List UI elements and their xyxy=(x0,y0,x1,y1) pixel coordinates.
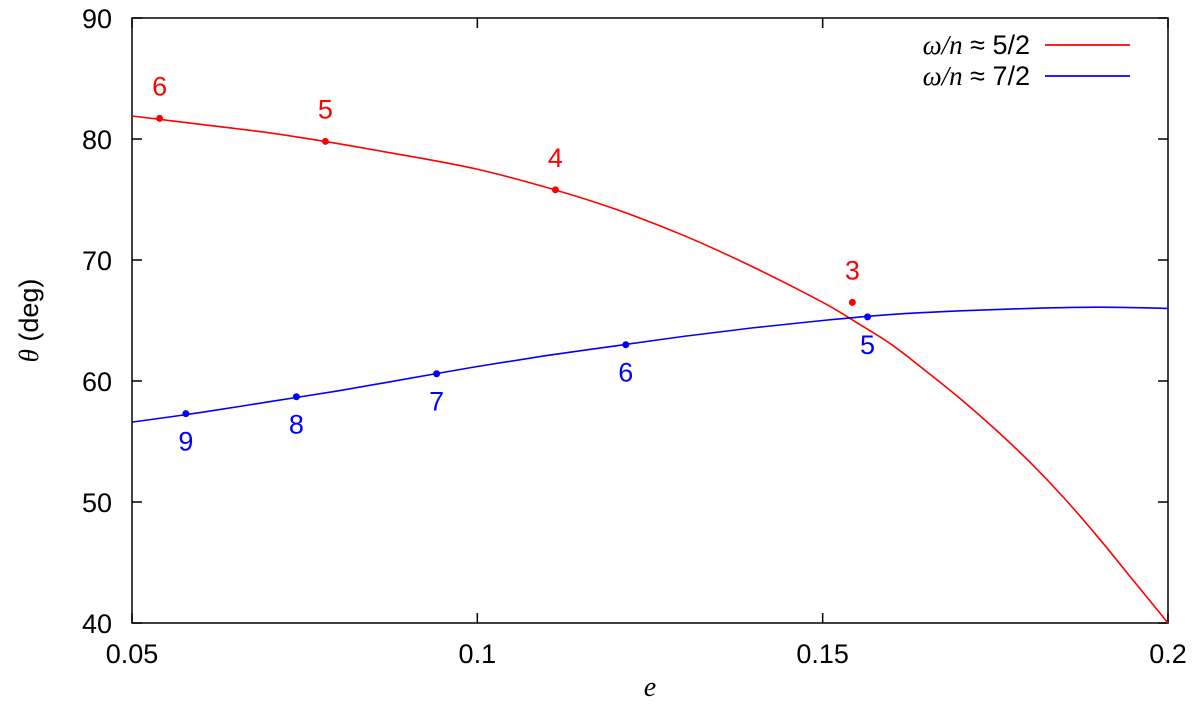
data-point xyxy=(864,313,872,321)
y-tick-label: 60 xyxy=(82,367,112,397)
data-point-label: 6 xyxy=(618,358,633,388)
y-tick-label: 50 xyxy=(82,488,112,518)
series-line xyxy=(131,115,1169,624)
y-tick-label: 90 xyxy=(82,4,112,34)
series-line xyxy=(131,306,1169,423)
x-axis-label: e xyxy=(644,672,656,703)
x-tick-label: 0.2 xyxy=(1149,639,1187,669)
axes: 0.05 0.1 0.15 0.2 40 50 60 70 80 90 e θ (deg) xyxy=(14,4,1187,703)
data-point-label: 5 xyxy=(860,330,875,360)
legend-ratio: ≈ 7/2 xyxy=(963,61,1030,91)
legend-math: ω/n xyxy=(923,61,963,91)
data-point xyxy=(433,370,441,378)
data-point xyxy=(321,137,329,145)
data-point-label: 4 xyxy=(548,143,563,173)
x-tick-label: 0.15 xyxy=(796,639,849,669)
y-axis-label: θ (deg) xyxy=(14,279,44,363)
data-point-label: 3 xyxy=(845,255,860,285)
data-point-label: 7 xyxy=(429,387,444,417)
x-tick-label: 0.1 xyxy=(459,639,497,669)
y-axis-symbol: θ xyxy=(14,349,44,362)
legend-math: ω/n xyxy=(923,30,963,60)
data-point xyxy=(622,341,630,349)
data-point xyxy=(292,393,300,401)
y-tick-label: 80 xyxy=(82,125,112,155)
data-point-label: 6 xyxy=(152,71,167,101)
series-2: 9 8 7 6 5 xyxy=(131,306,1169,457)
data-point xyxy=(551,186,559,194)
data-point xyxy=(182,410,190,418)
data-point-label: 9 xyxy=(178,427,193,457)
legend-label: ω/n ≈ 5/2 xyxy=(923,30,1030,60)
x-tick-label: 0.05 xyxy=(106,639,159,669)
series-1: 6 5 4 3 xyxy=(131,71,1169,624)
series-layer: 6 5 4 3 9 8 7 6 5 xyxy=(131,71,1169,624)
data-point-label: 5 xyxy=(318,94,333,124)
data-point xyxy=(156,114,164,122)
data-point xyxy=(848,298,856,306)
legend-label: ω/n ≈ 7/2 xyxy=(923,61,1030,91)
plot-frame xyxy=(131,17,1169,624)
y-axis-unit: (deg) xyxy=(14,279,44,350)
y-tick-label: 40 xyxy=(82,609,112,639)
data-point-label: 8 xyxy=(289,410,304,440)
legend: ω/n ≈ 5/2ω/n ≈ 7/2 xyxy=(923,30,1130,91)
legend-ratio: ≈ 5/2 xyxy=(963,30,1030,60)
y-tick-label: 70 xyxy=(82,246,112,276)
